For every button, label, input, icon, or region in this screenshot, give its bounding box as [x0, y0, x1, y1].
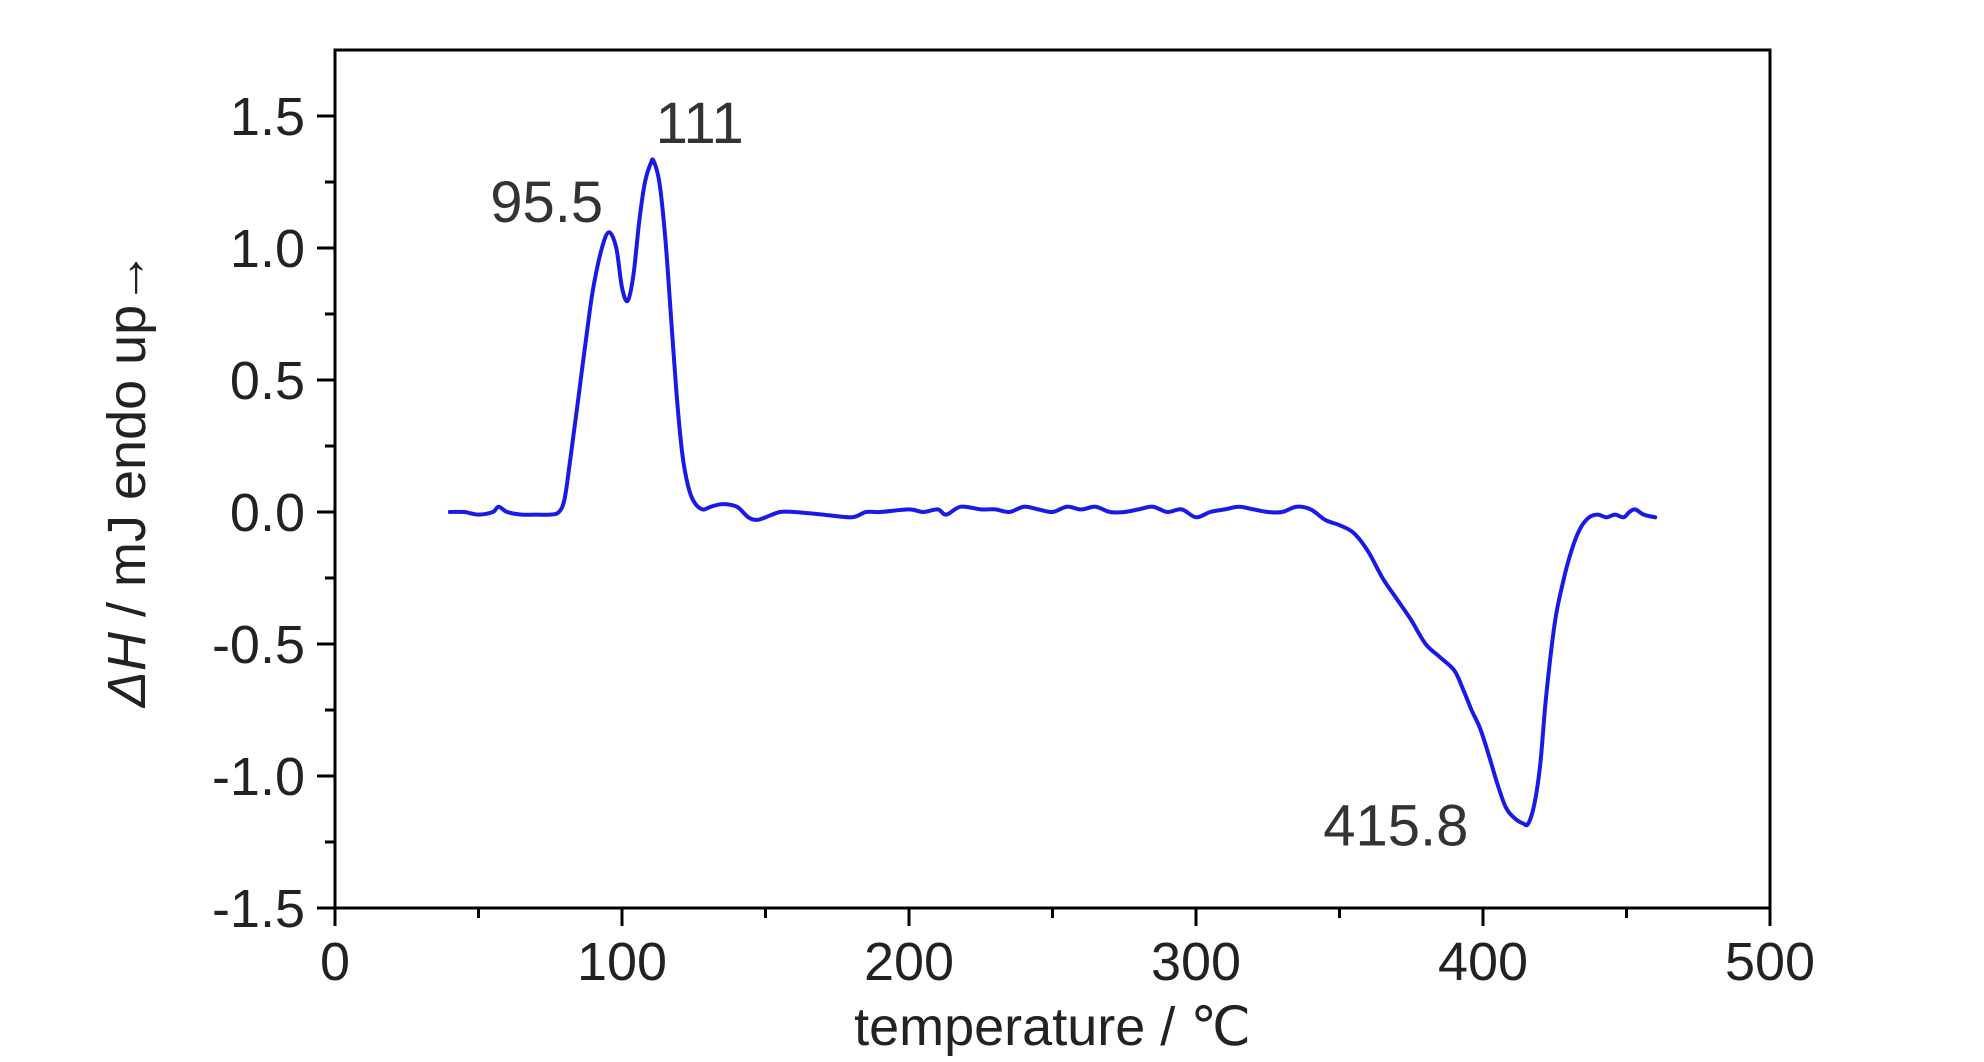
- peak-label: 95.5: [490, 170, 603, 235]
- x-axis-ticks: 0 100 200 300 400 500: [320, 908, 1815, 992]
- y-tick-label: -1.0: [212, 747, 305, 807]
- y-axis-symbol: ΔH: [97, 631, 157, 709]
- x-tick-label: 200: [864, 932, 954, 992]
- x-tick-label: 500: [1725, 932, 1815, 992]
- y-tick-label: -0.5: [212, 615, 305, 675]
- peak-label: 415.8: [1323, 794, 1468, 859]
- peak-label: 111: [656, 91, 744, 156]
- x-tick-label: 400: [1438, 932, 1528, 992]
- y-axis-ticks: -1.5 -1.0 -0.5 0.0 0.5 1.0 1.5: [212, 87, 335, 939]
- y-tick-label: 0.0: [230, 483, 305, 543]
- peak-annotations: 95.5 111 415.8: [490, 91, 1468, 859]
- y-axis-units: / mJ endo up→: [97, 251, 157, 632]
- y-tick-label: 0.5: [230, 351, 305, 411]
- x-tick-label: 300: [1151, 932, 1241, 992]
- x-tick-label: 0: [320, 932, 350, 992]
- series-line: [447, 157, 1658, 828]
- y-tick-label: 1.5: [230, 87, 305, 147]
- x-axis-title: temperature / ℃: [854, 997, 1251, 1057]
- y-axis-title: ΔH / mJ endo up→: [97, 251, 157, 709]
- y-tick-label: 1.0: [230, 219, 305, 279]
- x-tick-label: 100: [577, 932, 667, 992]
- y-tick-label: -1.5: [212, 879, 305, 939]
